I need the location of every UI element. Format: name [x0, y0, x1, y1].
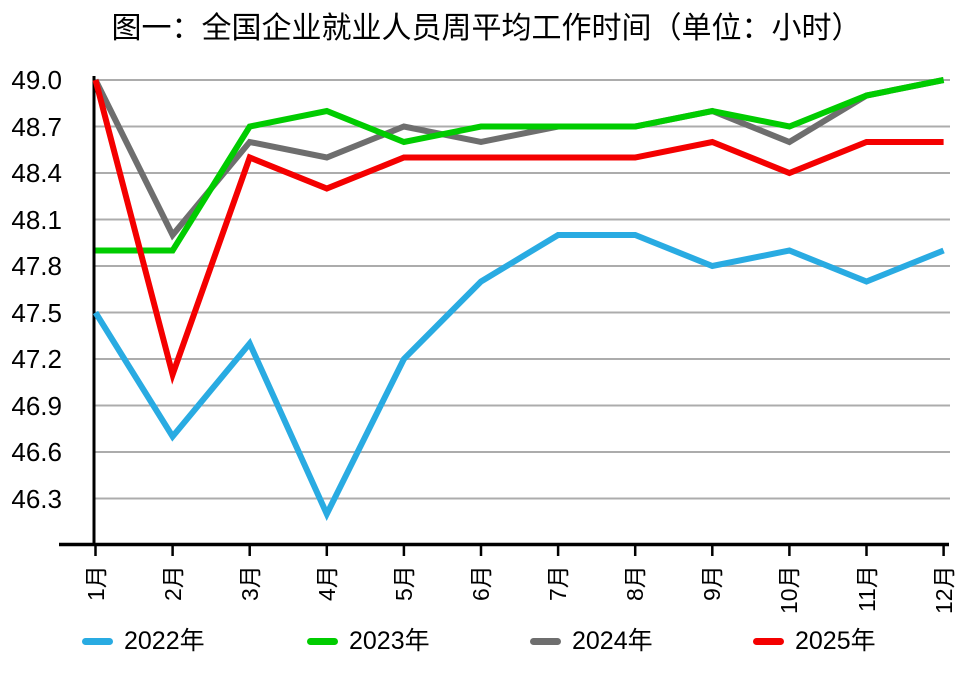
y-axis-label: 46.3: [11, 483, 62, 514]
x-axis-label: 1月: [82, 565, 109, 601]
y-axis-label: 47.5: [11, 297, 62, 328]
legend-item-2025年: 2025年: [753, 628, 876, 654]
x-axis-label: 11月: [853, 565, 880, 612]
legend-label: 2023年: [349, 627, 430, 655]
x-axis-label: 3月: [236, 565, 263, 601]
chart-title: 图一：全国企业就业人员周平均工作时间（单位：小时）: [111, 12, 862, 45]
y-axis-label: 48.7: [11, 111, 62, 142]
x-axis-label: 12月: [930, 565, 957, 614]
x-axis-label: 4月: [313, 565, 340, 601]
legend-label: 2024年: [572, 627, 653, 655]
x-axis-label: 2月: [159, 565, 186, 601]
series-line-2023年: [95, 77, 945, 254]
series-line-2025年: [92, 79, 944, 385]
x-axis-label: 9月: [699, 565, 726, 601]
y-axis-label: 48.4: [11, 158, 62, 188]
legend-swatch: [753, 637, 784, 645]
legend-swatch: [307, 637, 338, 645]
y-axis-label: 48.1: [11, 204, 62, 235]
y-axis-label: 46.6: [11, 437, 62, 467]
y-axis-label: 47.8: [11, 251, 62, 281]
legend-item-2024年: 2024年: [530, 628, 653, 654]
x-axis-label: 6月: [468, 565, 494, 601]
y-axis-label: 49.0: [11, 65, 62, 95]
x-axis-label: 5月: [390, 565, 417, 601]
x-axis-label: 8月: [622, 565, 649, 601]
x-axis-label: 7月: [545, 565, 572, 601]
legend-label: 2022年: [124, 627, 205, 655]
legend-item-2023年: 2023年: [307, 628, 430, 654]
y-axis-label: 47.2: [11, 344, 62, 374]
series-line-2024年: [92, 77, 945, 241]
legend-swatch: [530, 637, 561, 645]
legend-label: 2025年: [795, 627, 876, 655]
x-axis-label: 10月: [776, 565, 803, 614]
legend-swatch: [82, 637, 113, 645]
y-axis-label: 46.9: [11, 390, 62, 421]
series-line-2022年: [92, 232, 945, 521]
legend-item-2022年: 2022年: [82, 628, 205, 654]
